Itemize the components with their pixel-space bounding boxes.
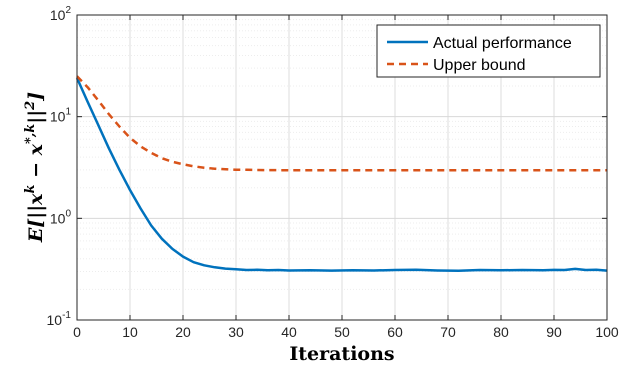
x-tick-label: 100 [595, 324, 619, 340]
x-tick-label: 30 [228, 324, 244, 340]
x-tick-label: 20 [175, 324, 191, 340]
x-tick-label: 10 [122, 324, 138, 340]
x-tick-label: 0 [73, 324, 81, 340]
y-axis-label: E[||xk − x*,k||2] [23, 92, 47, 243]
legend-label-actual: Actual performance [433, 35, 572, 52]
axis-ticks: 0 10 20 30 40 50 60 70 80 90 100 10-1 100 101 102 [47, 5, 619, 340]
legend: Actual performance Upper bound [376, 24, 601, 78]
y-tick-label: 102 [50, 5, 72, 23]
y-tick-label: 100 [50, 208, 72, 226]
legend-label-upper: Upper bound [433, 57, 526, 74]
x-tick-label: 60 [387, 324, 403, 340]
y-tick-label: 10-1 [47, 310, 72, 328]
x-axis-label: Iterations [289, 343, 394, 365]
series-line-actual-performance [75, 77, 608, 273]
x-tick-label: 40 [281, 324, 297, 340]
x-tick-label: 90 [546, 324, 562, 340]
series-lines [75, 75, 608, 273]
series-line-upper-bound [76, 75, 607, 172]
x-tick-label: 50 [334, 324, 350, 340]
legend-box [376, 24, 601, 78]
x-tick-label: 70 [440, 324, 456, 340]
x-tick-label: 80 [493, 324, 509, 340]
y-tick-label: 101 [50, 107, 72, 125]
